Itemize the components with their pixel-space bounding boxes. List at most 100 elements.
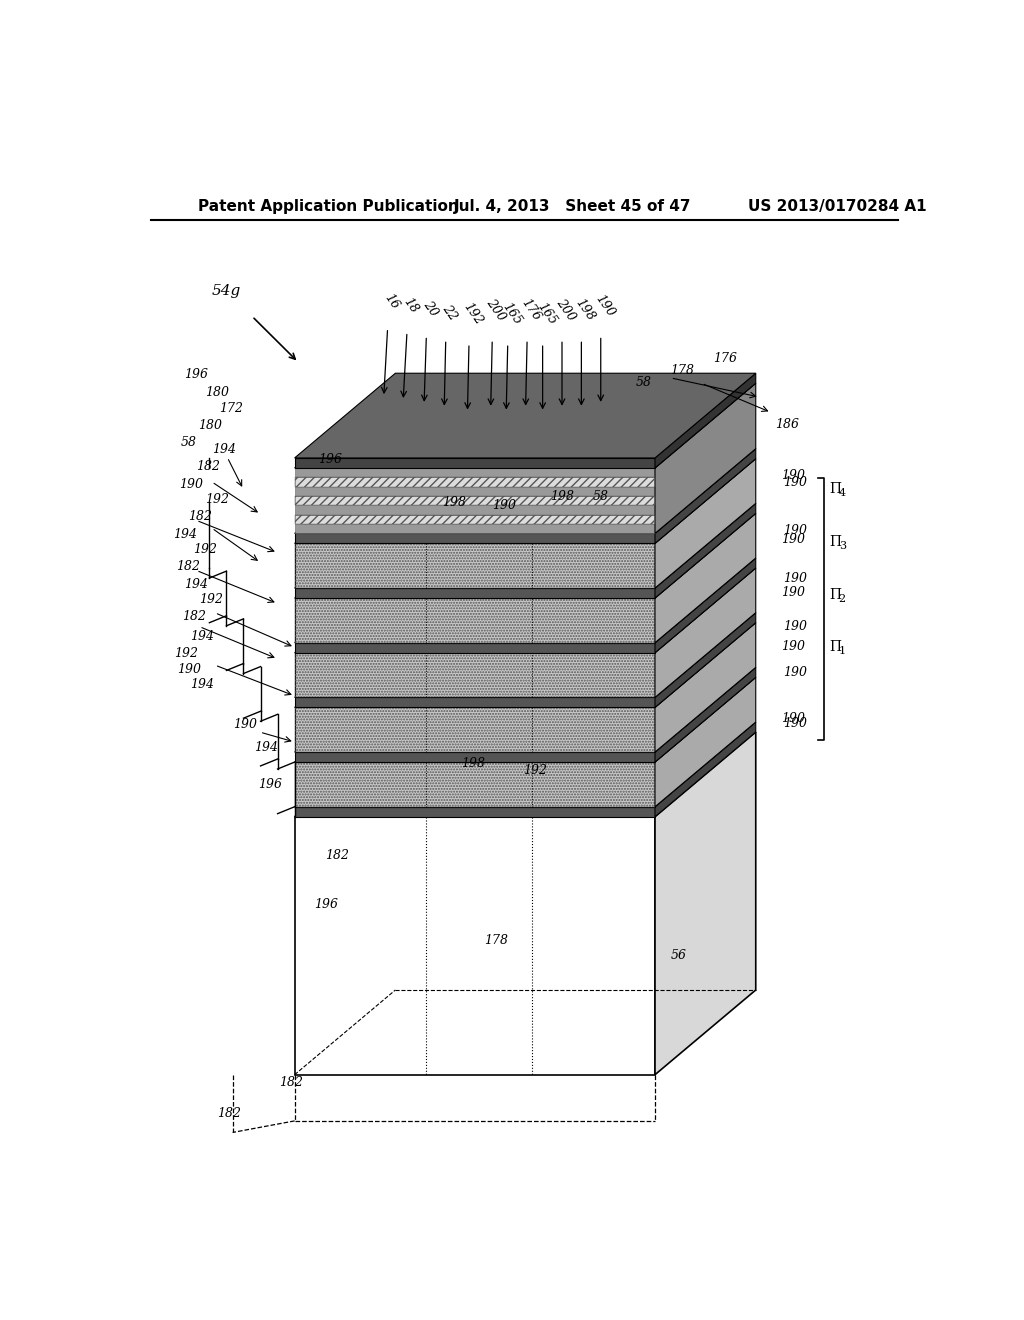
Text: 182: 182 xyxy=(197,461,220,474)
Polygon shape xyxy=(295,544,655,589)
Polygon shape xyxy=(295,817,655,1074)
Text: 190: 190 xyxy=(783,572,807,585)
Text: 54g: 54g xyxy=(212,285,241,298)
Text: 165: 165 xyxy=(535,300,559,327)
Text: 192: 192 xyxy=(194,544,217,557)
Text: 194: 194 xyxy=(190,678,214,692)
Text: 194: 194 xyxy=(254,742,279,754)
Text: 176: 176 xyxy=(519,296,543,323)
Text: 182: 182 xyxy=(188,511,212,523)
Polygon shape xyxy=(655,568,756,697)
Text: 190: 190 xyxy=(783,620,807,634)
Text: US 2013/0170284 A1: US 2013/0170284 A1 xyxy=(748,198,927,214)
Text: 22: 22 xyxy=(439,302,460,323)
Text: 190: 190 xyxy=(493,499,516,512)
Polygon shape xyxy=(295,668,756,752)
Text: 196: 196 xyxy=(258,779,283,791)
Polygon shape xyxy=(295,506,655,515)
Text: 182: 182 xyxy=(182,610,206,623)
Polygon shape xyxy=(295,653,655,697)
Text: 200: 200 xyxy=(554,296,579,323)
Polygon shape xyxy=(655,503,756,598)
Text: 190: 190 xyxy=(783,665,807,678)
Polygon shape xyxy=(295,752,655,762)
Polygon shape xyxy=(295,478,655,487)
Text: 180: 180 xyxy=(198,420,222,433)
Polygon shape xyxy=(295,524,655,533)
Text: 180: 180 xyxy=(206,385,229,399)
Polygon shape xyxy=(655,668,756,762)
Text: 186: 186 xyxy=(775,418,799,430)
Text: Patent Application Publication: Patent Application Publication xyxy=(198,198,459,214)
Polygon shape xyxy=(295,513,756,598)
Text: 190: 190 xyxy=(783,524,807,537)
Polygon shape xyxy=(295,589,655,598)
Text: 176: 176 xyxy=(713,352,737,366)
Polygon shape xyxy=(295,697,655,708)
Text: 190: 190 xyxy=(783,717,807,730)
Text: 200: 200 xyxy=(484,296,508,323)
Polygon shape xyxy=(295,469,655,478)
Polygon shape xyxy=(655,612,756,708)
Text: 3: 3 xyxy=(839,541,846,550)
Text: 198: 198 xyxy=(550,490,574,503)
Polygon shape xyxy=(655,733,756,1074)
Polygon shape xyxy=(295,762,655,807)
Text: 190: 190 xyxy=(177,663,202,676)
Text: 178: 178 xyxy=(671,364,694,378)
Polygon shape xyxy=(655,677,756,807)
Text: 196: 196 xyxy=(183,368,208,381)
Text: Π: Π xyxy=(829,535,842,549)
Text: 1: 1 xyxy=(839,647,846,656)
Text: 16: 16 xyxy=(382,290,401,312)
Text: 194: 194 xyxy=(173,528,197,541)
Text: 190: 190 xyxy=(593,292,616,319)
Text: 182: 182 xyxy=(217,1107,241,1121)
Polygon shape xyxy=(655,374,756,469)
Text: 190: 190 xyxy=(781,640,805,652)
Polygon shape xyxy=(295,612,756,697)
Polygon shape xyxy=(295,568,756,653)
Polygon shape xyxy=(295,623,756,708)
Polygon shape xyxy=(295,496,655,506)
Polygon shape xyxy=(295,383,756,469)
Text: 190: 190 xyxy=(781,533,805,546)
Text: 20: 20 xyxy=(420,298,440,319)
Polygon shape xyxy=(295,503,756,589)
Polygon shape xyxy=(295,533,655,544)
Polygon shape xyxy=(295,677,756,762)
Polygon shape xyxy=(655,449,756,544)
Text: Π: Π xyxy=(829,587,842,602)
Text: 18: 18 xyxy=(401,294,421,315)
Text: 182: 182 xyxy=(176,561,200,573)
Polygon shape xyxy=(295,515,655,524)
Text: Π: Π xyxy=(829,640,842,655)
Polygon shape xyxy=(655,513,756,643)
Polygon shape xyxy=(295,459,756,544)
Text: 190: 190 xyxy=(179,478,203,491)
Text: 194: 194 xyxy=(212,442,236,455)
Polygon shape xyxy=(295,598,655,643)
Text: 192: 192 xyxy=(523,764,547,777)
Text: Jul. 4, 2013   Sheet 45 of 47: Jul. 4, 2013 Sheet 45 of 47 xyxy=(454,198,691,214)
Text: 182: 182 xyxy=(280,1076,303,1089)
Polygon shape xyxy=(295,458,655,469)
Polygon shape xyxy=(295,708,655,752)
Text: 194: 194 xyxy=(190,630,214,643)
Text: 190: 190 xyxy=(781,711,805,725)
Polygon shape xyxy=(295,487,655,496)
Text: 172: 172 xyxy=(219,403,244,416)
Text: 192: 192 xyxy=(174,647,199,660)
Text: 165: 165 xyxy=(500,300,524,327)
Text: 190: 190 xyxy=(783,475,807,488)
Polygon shape xyxy=(295,807,655,817)
Text: 196: 196 xyxy=(314,898,338,911)
Polygon shape xyxy=(295,558,756,643)
Text: Π: Π xyxy=(829,482,842,496)
Text: 178: 178 xyxy=(484,933,509,946)
Polygon shape xyxy=(295,374,756,458)
Text: 190: 190 xyxy=(232,718,257,731)
Text: 192: 192 xyxy=(461,300,485,327)
Text: 2: 2 xyxy=(839,594,846,605)
Text: 58: 58 xyxy=(593,490,609,503)
